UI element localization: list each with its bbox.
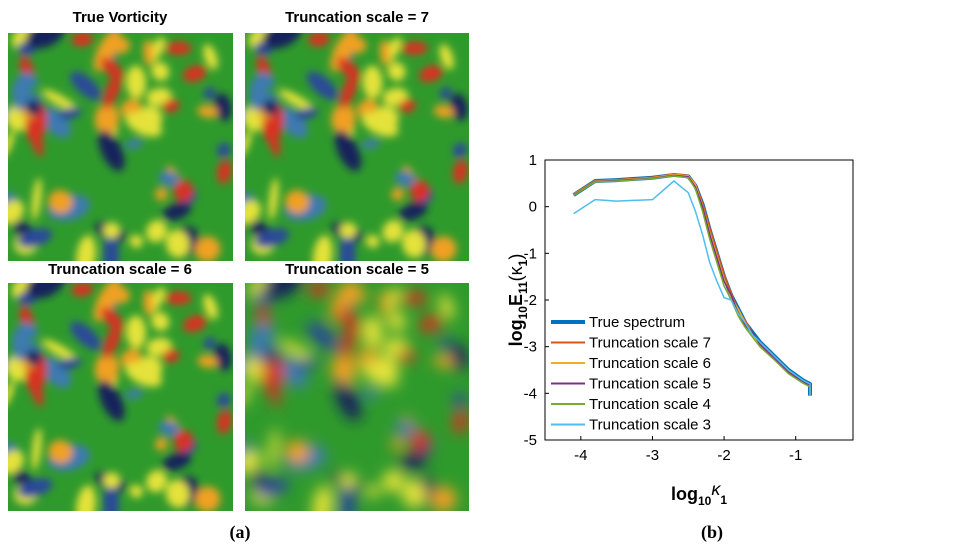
vortex [165, 42, 191, 55]
y-tick-label: -1 [524, 245, 537, 262]
caption: (a) [230, 522, 251, 543]
figure: True Vorticity Truncation scale = 7 Trun… [0, 0, 955, 548]
caption: (b) [701, 522, 723, 543]
y-tick-label: -2 [524, 292, 537, 309]
legend-label: True spectrum [589, 314, 685, 331]
x-tick-label: -3 [646, 447, 659, 464]
x-tick-label: -4 [574, 447, 587, 464]
vorticity-image [0, 12, 234, 277]
vorticity-image [0, 262, 234, 527]
x-tick-label: -1 [789, 447, 802, 464]
panel-title: True Vorticity [73, 9, 168, 26]
x-axis-label: log10κ1 [671, 479, 727, 508]
panel-title: Truncation scale = 7 [285, 9, 429, 26]
y-tick-label: 0 [529, 199, 537, 216]
legend-label: Truncation scale 6 [589, 355, 711, 372]
legend-label: Truncation scale 4 [589, 396, 711, 413]
y-tick-label: 1 [529, 152, 537, 169]
y-tick-label: -3 [524, 339, 537, 356]
legend-label: Truncation scale 5 [589, 376, 711, 393]
legend-label: Truncation scale 7 [589, 335, 711, 352]
x-tick-label: -2 [717, 447, 730, 464]
y-tick-label: -5 [524, 432, 537, 449]
legend-label: Truncation scale 3 [589, 417, 711, 434]
panel-title: Truncation scale = 5 [285, 261, 429, 278]
vorticity-image [228, 262, 469, 527]
vortex [401, 42, 427, 55]
vortex [401, 292, 427, 305]
y-tick-label: -4 [524, 385, 537, 402]
panel-title: Truncation scale = 6 [48, 261, 192, 278]
vortex [165, 292, 191, 305]
vorticity-image [228, 12, 469, 277]
